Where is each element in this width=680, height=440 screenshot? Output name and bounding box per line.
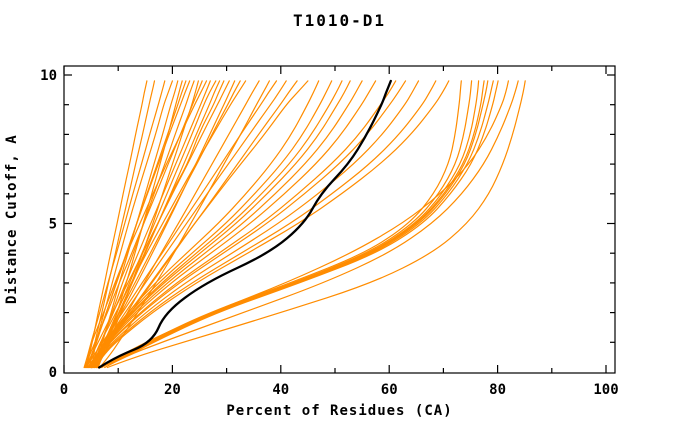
prediction-curve [101, 80, 509, 369]
prediction-curve [99, 80, 494, 369]
prediction-curve [83, 80, 166, 369]
prediction-curve [99, 80, 499, 369]
prediction-curve [91, 80, 397, 369]
prediction-curve [104, 80, 519, 369]
prediction-curve [93, 80, 437, 369]
prediction-curve [91, 80, 173, 369]
y-tick-label: 5 [49, 217, 57, 233]
prediction-curve [89, 80, 211, 369]
prediction-curve [84, 80, 203, 369]
prediction-curve [90, 80, 377, 369]
y-tick-label: 10 [40, 68, 57, 84]
plot-border [63, 65, 616, 374]
prediction-curve [84, 80, 230, 369]
prediction-curve [90, 80, 320, 369]
prediction-curve [93, 80, 420, 369]
x-tick-label: 100 [593, 382, 618, 398]
prediction-curve [106, 80, 526, 369]
x-tick-label: 40 [272, 382, 289, 398]
x-tick-label: 0 [60, 382, 68, 398]
prediction-curve [88, 80, 156, 369]
prediction-curve [90, 80, 363, 369]
highlighted-curve [98, 79, 392, 369]
x-axis-label: Percent of Residues (CA) [226, 403, 453, 419]
prediction-curve [94, 80, 450, 369]
prediction-curve [85, 80, 208, 369]
prediction-curve [85, 80, 278, 369]
x-tick-label: 60 [381, 382, 398, 398]
prediction-curve [87, 80, 236, 369]
prediction-curve [90, 80, 351, 369]
prediction-curve [92, 80, 407, 369]
y-tick-label: 0 [49, 365, 57, 381]
x-tick-label: 80 [489, 382, 506, 398]
x-tick-label: 20 [164, 382, 181, 398]
prediction-curve [90, 80, 343, 369]
plot-title: T1010-D1 [292, 11, 387, 30]
prediction-curve [91, 80, 247, 369]
prediction-curve [92, 80, 217, 369]
prediction-curve [90, 80, 333, 369]
